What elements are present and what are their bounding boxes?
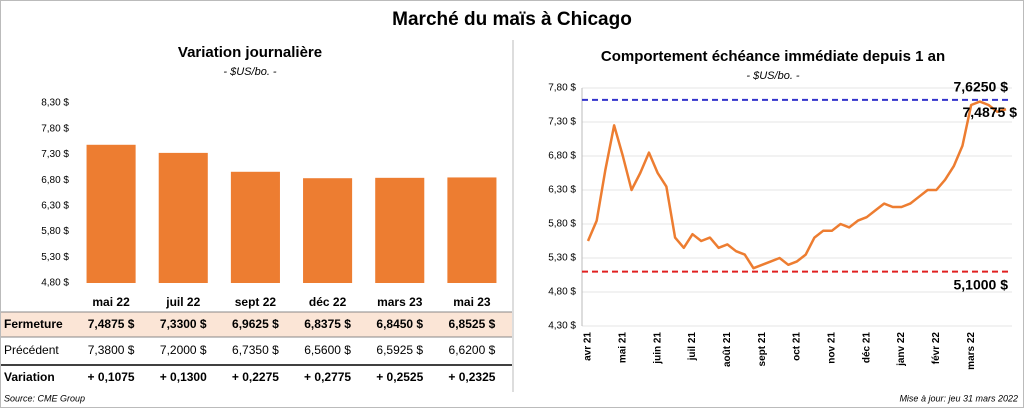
table-cell: 6,7350 $ [232, 343, 279, 357]
y-tick-label: 5,80 $ [41, 226, 69, 237]
table-cell: 7,2000 $ [160, 343, 207, 357]
x-tick-label: déc 21 [861, 332, 872, 364]
bar [447, 177, 497, 283]
table-cell: + 0,2275 [232, 370, 279, 384]
table-cell: + 0,1300 [160, 370, 207, 384]
x-tick-label: déc 22 [309, 295, 347, 309]
x-tick-label: juil 22 [165, 295, 200, 309]
table-cell: 6,5925 $ [376, 343, 423, 357]
y-tick-label: 7,30 $ [41, 149, 69, 160]
table-cell: 6,8450 $ [376, 317, 423, 331]
chart-subtitle: - $US/bo. - [223, 66, 277, 78]
bar [303, 178, 353, 283]
x-tick-label: mars 22 [966, 332, 977, 370]
row-label: Précédent [4, 343, 59, 357]
y-tick-label: 7,80 $ [41, 123, 69, 134]
chart-title: Variation journalière [178, 44, 322, 61]
bar [375, 177, 425, 283]
x-tick-label: févr 22 [931, 332, 942, 365]
y-tick-label: 6,30 $ [41, 200, 69, 211]
y-tick-label: 4,30 $ [548, 321, 576, 332]
end-label: 7,4875 $ [963, 104, 1018, 120]
table-cell: + 0,2325 [448, 370, 495, 384]
x-tick-label: sept 21 [757, 332, 768, 367]
table-cell: 6,5600 $ [304, 343, 351, 357]
x-tick-label: mai 22 [92, 295, 130, 309]
x-tick-label: mai 21 [617, 332, 628, 364]
y-tick-label: 4,80 $ [41, 278, 69, 289]
price-line [586, 100, 1007, 270]
x-tick-label: août 21 [722, 332, 733, 367]
x-tick-label: sept 22 [235, 295, 277, 309]
table-cell: 6,8375 $ [304, 317, 351, 331]
y-tick-label: 5,80 $ [548, 219, 576, 230]
update: Mise à jour: jeu 31 mars 2022 [899, 393, 1018, 403]
row-label: Variation [4, 370, 55, 384]
y-tick-label: 4,80 $ [548, 287, 576, 298]
reference-label: 7,6250 $ [954, 79, 1009, 95]
x-tick-label: mai 23 [453, 295, 491, 309]
row-highlight [1, 312, 512, 337]
x-tick-label: mars 23 [377, 295, 423, 309]
x-tick-label: nov 21 [826, 332, 837, 364]
x-tick-label: juil 21 [687, 332, 698, 362]
y-tick-label: 5,30 $ [548, 253, 576, 264]
x-tick-label: oct 21 [792, 332, 803, 361]
x-tick-label: janv 22 [896, 332, 907, 367]
table-cell: 6,9625 $ [232, 317, 279, 331]
y-tick-label: 6,80 $ [548, 151, 576, 162]
bar [86, 144, 136, 283]
x-tick-label: juin 21 [652, 332, 663, 365]
y-tick-label: 7,80 $ [548, 83, 576, 94]
y-tick-label: 8,30 $ [41, 98, 69, 109]
bar [158, 152, 208, 283]
y-tick-label: 7,30 $ [548, 117, 576, 128]
table-cell: + 0,2525 [376, 370, 423, 384]
y-tick-label: 5,30 $ [41, 252, 69, 263]
table-cell: 6,6200 $ [449, 343, 496, 357]
table-cell: 6,8525 $ [449, 317, 496, 331]
table-cell: 7,3800 $ [88, 343, 135, 357]
bar [230, 171, 280, 283]
source: Source: CME Group [4, 393, 85, 403]
y-tick-label: 6,80 $ [41, 175, 69, 186]
y-tick-label: 6,30 $ [548, 185, 576, 196]
table-cell: 7,3300 $ [160, 317, 207, 331]
table-cell: + 0,2775 [304, 370, 351, 384]
x-tick-label: avr 21 [583, 332, 594, 361]
table-cell: 7,4875 $ [88, 317, 135, 331]
chart-subtitle: - $US/bo. - [746, 70, 800, 82]
chart-title: Comportement échéance immédiate depuis 1… [601, 48, 945, 65]
page-title: Marché du maïs à Chicago [392, 9, 632, 30]
reference-label: 5,1000 $ [954, 276, 1009, 292]
row-label: Fermeture [4, 317, 63, 331]
table-cell: + 0,1075 [88, 370, 135, 384]
